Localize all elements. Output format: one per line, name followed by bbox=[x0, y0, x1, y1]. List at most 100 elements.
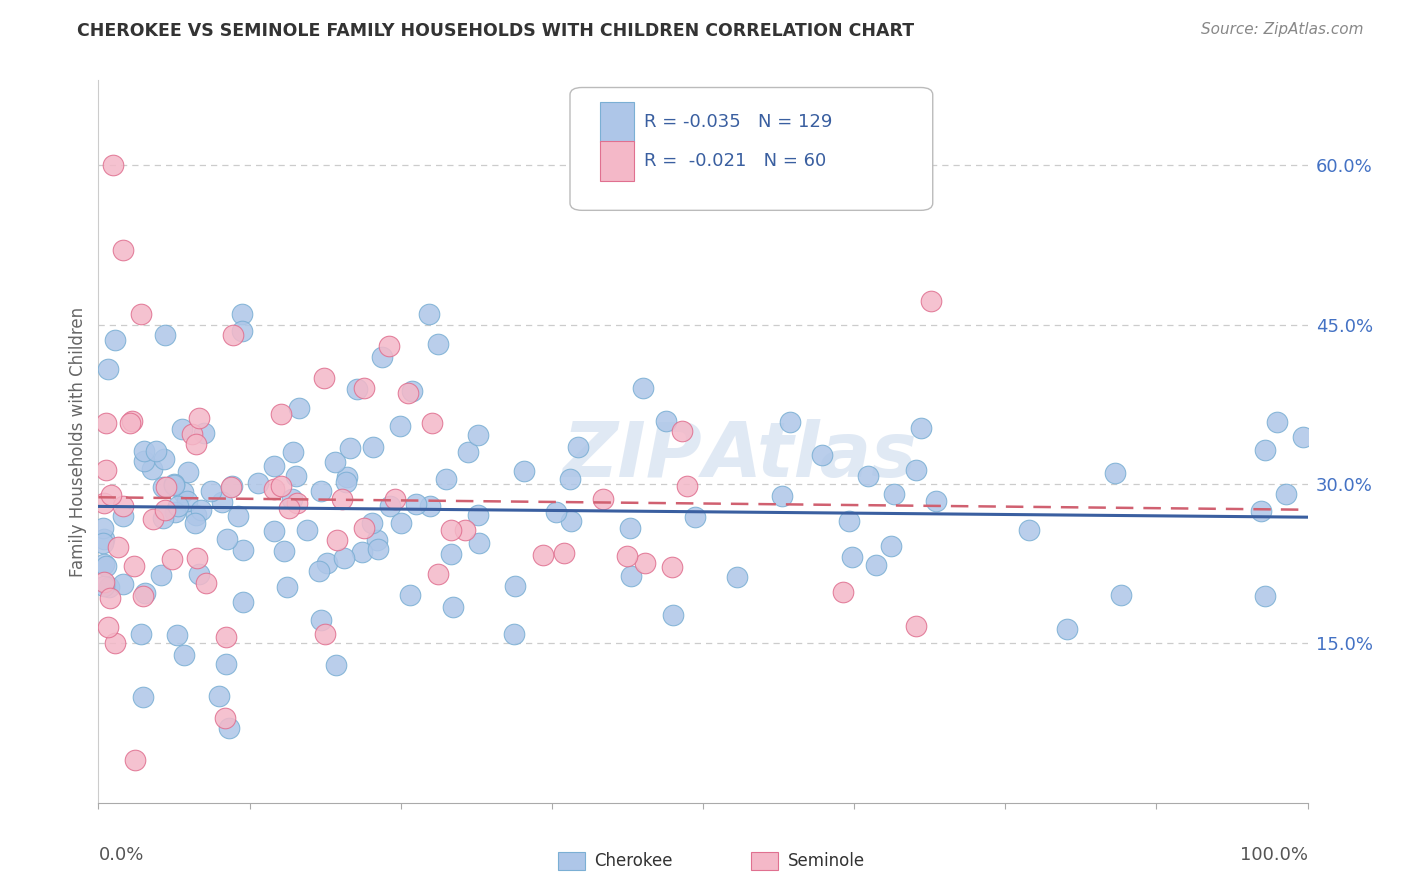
Point bbox=[312, 371, 335, 385]
Point bbox=[838, 514, 860, 528]
Point bbox=[1056, 622, 1078, 636]
Point bbox=[270, 479, 292, 493]
Point bbox=[121, 414, 143, 428]
Point bbox=[165, 505, 187, 519]
Point bbox=[661, 607, 683, 622]
Text: R =  -0.021   N = 60: R = -0.021 N = 60 bbox=[644, 153, 825, 170]
Point bbox=[124, 753, 146, 767]
Point bbox=[567, 440, 589, 454]
Point bbox=[263, 482, 285, 496]
Point bbox=[91, 536, 114, 550]
Point bbox=[560, 514, 582, 528]
Point bbox=[100, 488, 122, 502]
Point bbox=[1109, 588, 1132, 602]
Point bbox=[346, 382, 368, 396]
Point bbox=[193, 425, 215, 440]
Point bbox=[856, 468, 879, 483]
Point bbox=[377, 339, 399, 353]
Point bbox=[725, 570, 748, 584]
Point bbox=[283, 445, 305, 459]
Point bbox=[426, 566, 449, 581]
FancyBboxPatch shape bbox=[751, 852, 778, 870]
Point bbox=[323, 455, 346, 469]
Point bbox=[544, 505, 567, 519]
Point bbox=[1265, 415, 1288, 429]
Point bbox=[132, 589, 155, 603]
Point bbox=[104, 333, 127, 347]
Point bbox=[155, 480, 177, 494]
Point bbox=[779, 415, 801, 429]
Text: Source: ZipAtlas.com: Source: ZipAtlas.com bbox=[1201, 22, 1364, 37]
Text: R = -0.035   N = 129: R = -0.035 N = 129 bbox=[644, 113, 832, 131]
Text: Seminole: Seminole bbox=[787, 852, 865, 870]
Point bbox=[396, 386, 419, 401]
Point bbox=[920, 293, 942, 308]
Point bbox=[93, 532, 115, 546]
Point bbox=[905, 463, 928, 477]
Point bbox=[367, 541, 389, 556]
Point bbox=[176, 493, 198, 508]
Point bbox=[215, 657, 238, 671]
Point bbox=[1254, 442, 1277, 457]
Point bbox=[418, 307, 440, 321]
Point bbox=[558, 472, 581, 486]
Point bbox=[163, 478, 186, 492]
Text: CHEROKEE VS SEMINOLE FAMILY HOUSEHOLDS WITH CHILDREN CORRELATION CHART: CHEROKEE VS SEMINOLE FAMILY HOUSEHOLDS W… bbox=[77, 22, 914, 40]
Point bbox=[454, 524, 477, 538]
Point bbox=[865, 558, 887, 572]
Point bbox=[104, 635, 127, 649]
Point bbox=[384, 491, 406, 506]
Point bbox=[309, 613, 332, 627]
Point bbox=[94, 463, 117, 477]
Point bbox=[631, 381, 654, 395]
Point bbox=[841, 550, 863, 565]
Point bbox=[361, 516, 384, 530]
FancyBboxPatch shape bbox=[558, 852, 585, 870]
Point bbox=[661, 560, 683, 574]
Point bbox=[399, 588, 422, 602]
Point bbox=[439, 547, 461, 561]
Point bbox=[124, 558, 146, 573]
Point bbox=[388, 419, 411, 434]
Point bbox=[211, 495, 233, 509]
Point bbox=[215, 631, 238, 645]
Point bbox=[134, 586, 156, 600]
Point bbox=[97, 362, 120, 376]
Point bbox=[434, 472, 457, 486]
Point bbox=[811, 449, 834, 463]
Point bbox=[94, 417, 117, 431]
Point bbox=[655, 414, 678, 428]
Point bbox=[152, 480, 174, 494]
Point bbox=[467, 536, 489, 550]
Point bbox=[513, 464, 536, 478]
Point bbox=[419, 499, 441, 513]
Text: Atlas: Atlas bbox=[703, 419, 918, 493]
Point bbox=[335, 475, 357, 490]
Text: 0.0%: 0.0% bbox=[98, 847, 143, 864]
Point bbox=[405, 497, 427, 511]
Point bbox=[832, 585, 855, 599]
Point bbox=[295, 523, 318, 537]
Point bbox=[467, 427, 489, 442]
Point bbox=[270, 407, 292, 421]
Point bbox=[200, 483, 222, 498]
Point bbox=[93, 574, 115, 589]
Point bbox=[288, 401, 311, 416]
FancyBboxPatch shape bbox=[569, 87, 932, 211]
Point bbox=[153, 451, 176, 466]
Point bbox=[308, 564, 330, 578]
Point bbox=[441, 600, 464, 615]
Text: 100.0%: 100.0% bbox=[1240, 847, 1308, 864]
Point bbox=[676, 479, 699, 493]
Point bbox=[232, 595, 254, 609]
Point bbox=[361, 440, 384, 454]
Point bbox=[352, 545, 374, 559]
Point bbox=[177, 466, 200, 480]
Point bbox=[336, 469, 359, 483]
Point bbox=[325, 657, 347, 672]
Point bbox=[142, 511, 165, 525]
Point bbox=[232, 543, 254, 558]
Point bbox=[183, 516, 205, 530]
Point bbox=[180, 427, 202, 442]
Point bbox=[172, 484, 194, 499]
